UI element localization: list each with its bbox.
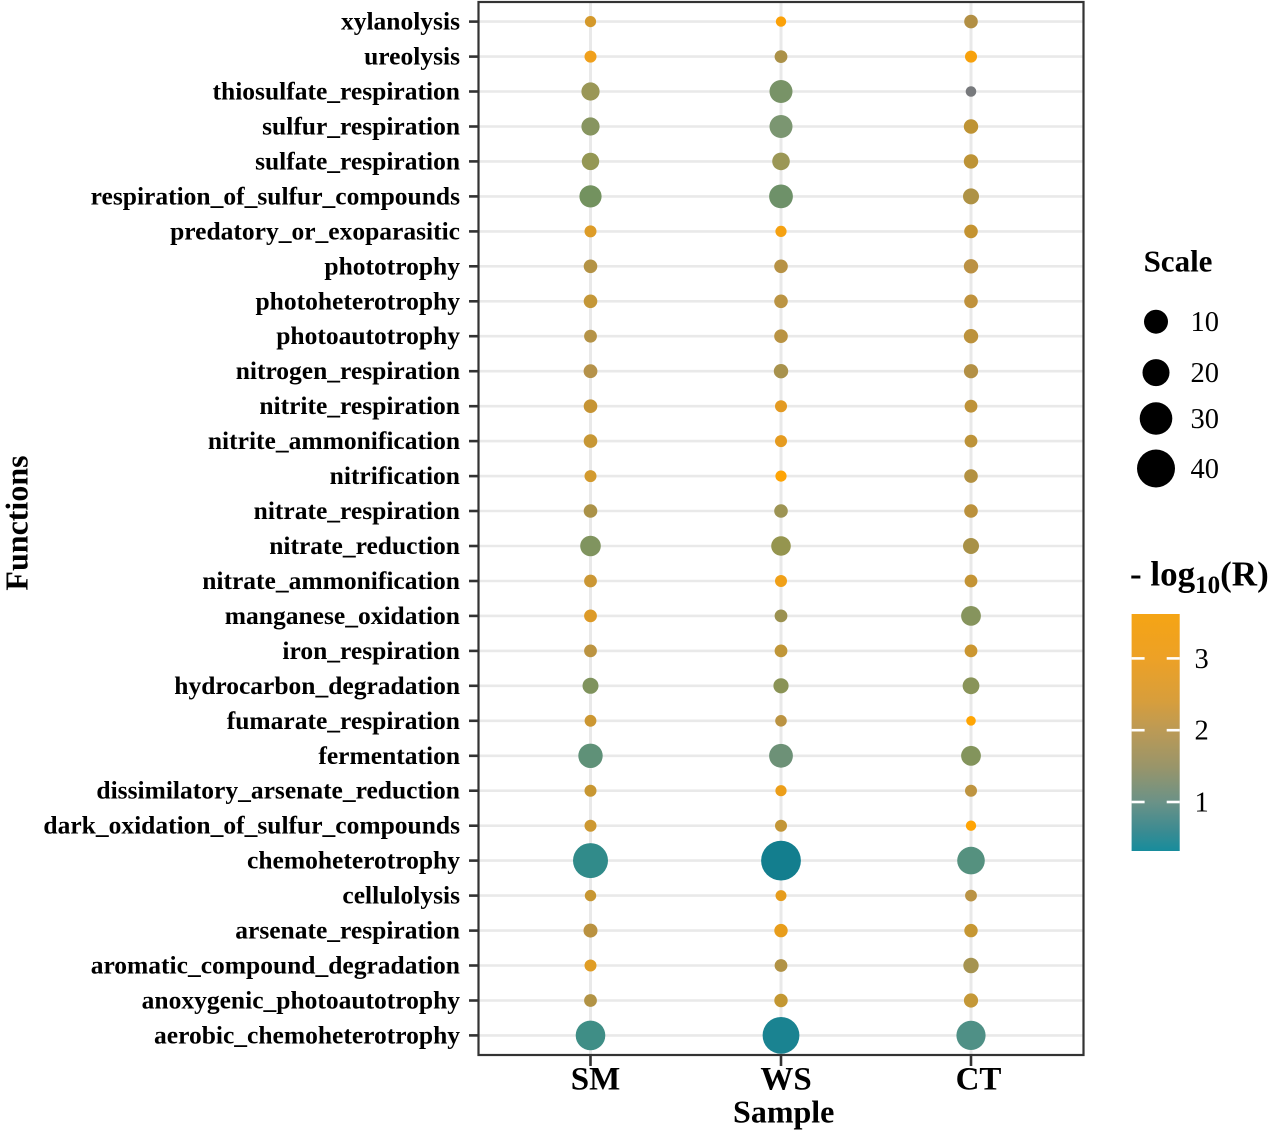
svg-text:ureolysis: ureolysis bbox=[364, 42, 460, 71]
svg-text:phototrophy: phototrophy bbox=[324, 251, 460, 280]
svg-text:nitrification: nitrification bbox=[330, 461, 460, 490]
svg-text:anoxygenic_photoautotrophy: anoxygenic_photoautotrophy bbox=[142, 986, 461, 1015]
svg-text:photoautotrophy: photoautotrophy bbox=[276, 321, 460, 350]
svg-text:sulfate_respiration: sulfate_respiration bbox=[255, 146, 460, 175]
svg-text:fermentation: fermentation bbox=[318, 741, 460, 770]
svg-text:nitrite_respiration: nitrite_respiration bbox=[259, 391, 460, 420]
svg-text:dark_oxidation_of_sulfur_compo: dark_oxidation_of_sulfur_compounds bbox=[43, 811, 460, 840]
svg-text:chemoheterotrophy: chemoheterotrophy bbox=[247, 846, 460, 875]
svg-text:predatory_or_exoparasitic: predatory_or_exoparasitic bbox=[170, 216, 460, 245]
svg-text:manganese_oxidation: manganese_oxidation bbox=[225, 601, 460, 630]
svg-text:Functions: Functions bbox=[0, 455, 35, 590]
svg-text:30: 30 bbox=[1191, 404, 1220, 435]
svg-text:respiration_of_sulfur_compound: respiration_of_sulfur_compounds bbox=[91, 181, 460, 210]
svg-text:Sample: Sample bbox=[733, 1094, 834, 1130]
svg-text:aromatic_compound_degradation: aromatic_compound_degradation bbox=[91, 951, 460, 980]
svg-text:SM: SM bbox=[571, 1061, 621, 1097]
svg-text:Scale: Scale bbox=[1144, 244, 1213, 279]
svg-text:nitrate_ammonification: nitrate_ammonification bbox=[202, 566, 460, 595]
svg-text:2: 2 bbox=[1195, 716, 1209, 747]
svg-text:nitrite_ammonification: nitrite_ammonification bbox=[208, 426, 460, 455]
svg-text:nitrate_reduction: nitrate_reduction bbox=[269, 531, 460, 560]
svg-text:WS: WS bbox=[760, 1061, 811, 1097]
svg-text:aerobic_chemoheterotrophy: aerobic_chemoheterotrophy bbox=[154, 1020, 460, 1049]
svg-text:nitrogen_respiration: nitrogen_respiration bbox=[236, 356, 460, 385]
svg-text:photoheterotrophy: photoheterotrophy bbox=[256, 286, 461, 315]
svg-text:xylanolysis: xylanolysis bbox=[341, 7, 460, 36]
svg-text:cellulolysis: cellulolysis bbox=[342, 881, 460, 910]
svg-text:thiosulfate_respiration: thiosulfate_respiration bbox=[213, 77, 460, 106]
svg-text:nitrate_respiration: nitrate_respiration bbox=[254, 496, 460, 525]
svg-text:1: 1 bbox=[1195, 788, 1209, 819]
svg-text:CT: CT bbox=[956, 1061, 1002, 1097]
svg-text:hydrocarbon_degradation: hydrocarbon_degradation bbox=[174, 671, 460, 700]
svg-text:3: 3 bbox=[1195, 644, 1209, 675]
svg-text:20: 20 bbox=[1191, 358, 1220, 389]
svg-text:dissimilatory_arsenate_reducti: dissimilatory_arsenate_reduction bbox=[96, 776, 460, 805]
svg-text:40: 40 bbox=[1191, 454, 1220, 485]
svg-text:10: 10 bbox=[1191, 307, 1220, 338]
svg-text:iron_respiration: iron_respiration bbox=[282, 636, 460, 665]
svg-text:fumarate_respiration: fumarate_respiration bbox=[227, 706, 460, 735]
svg-text:arsenate_respiration: arsenate_respiration bbox=[235, 916, 460, 945]
svg-text:sulfur_respiration: sulfur_respiration bbox=[262, 112, 460, 141]
